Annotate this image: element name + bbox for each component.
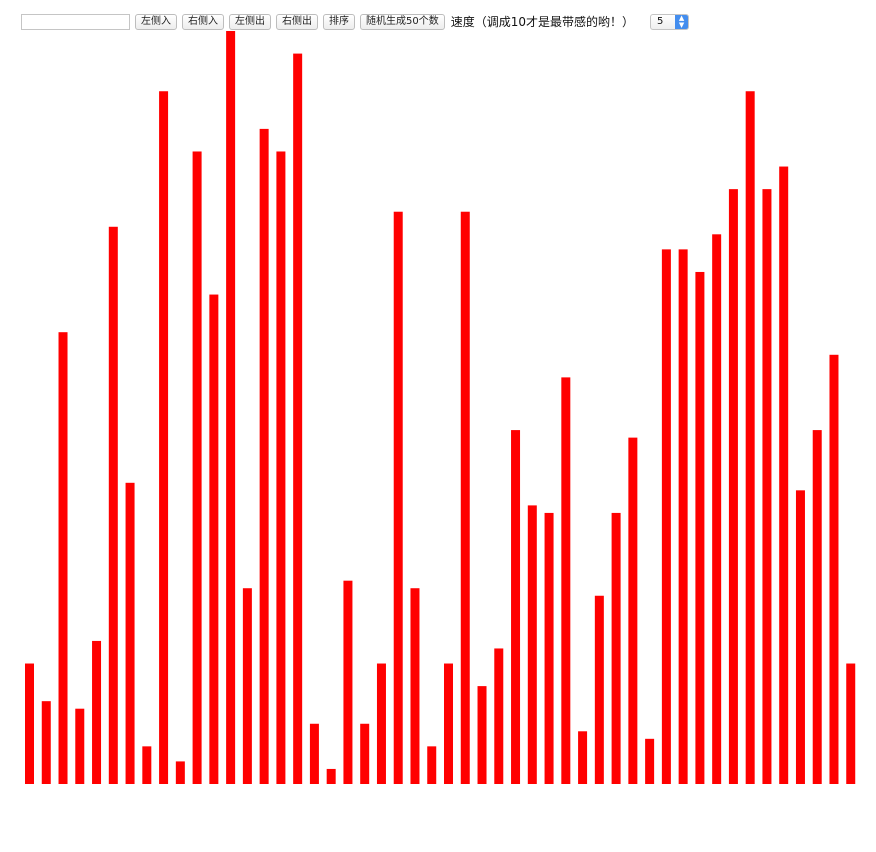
bar-37 — [628, 437, 638, 784]
bar-48 — [812, 430, 822, 784]
bar-27 — [460, 211, 470, 785]
bar-11 — [192, 151, 202, 785]
bar-2 — [41, 701, 51, 784]
bar-1 — [25, 663, 34, 784]
bar-47 — [795, 490, 805, 784]
bar-7 — [125, 482, 135, 784]
bar-25 — [427, 746, 437, 784]
bar-38 — [645, 738, 655, 784]
left-out-button[interactable]: 左侧出 — [229, 14, 271, 30]
bar-18 — [309, 723, 319, 784]
bar-36 — [611, 512, 621, 784]
bar-22 — [376, 663, 386, 784]
bar-30 — [511, 430, 521, 784]
bar-19 — [326, 768, 336, 784]
speed-select[interactable]: 5 ▲ ▼ — [650, 14, 690, 30]
speed-label: 速度（调成10才是最带感的哟！） — [450, 15, 635, 29]
bar-4 — [75, 708, 85, 784]
bar-46 — [779, 166, 789, 785]
bar-44 — [745, 91, 755, 785]
bar-23 — [393, 211, 403, 785]
bar-33 — [561, 377, 571, 784]
bar-39 — [661, 249, 671, 784]
right-out-button[interactable]: 右侧出 — [276, 14, 318, 30]
bar-15 — [259, 128, 269, 784]
controls-toolbar: 左侧入 右侧入 左侧出 右侧出 排序 随机生成50个数 速度（调成10才是最带感… — [21, 13, 690, 31]
bar-8 — [142, 746, 152, 784]
bar-16 — [276, 151, 286, 785]
right-in-button[interactable]: 右侧入 — [182, 14, 224, 30]
left-in-button[interactable]: 左侧入 — [135, 14, 177, 30]
bar-50 — [846, 663, 856, 784]
bar-35 — [594, 595, 604, 784]
bar-28 — [477, 686, 487, 784]
bar-12 — [209, 294, 219, 784]
bar-5 — [92, 640, 102, 784]
bar-42 — [712, 234, 722, 784]
bar-43 — [728, 189, 738, 784]
number-input[interactable] — [21, 14, 130, 30]
bar-14 — [242, 588, 252, 784]
bar-17 — [293, 53, 303, 784]
bar-21 — [360, 723, 370, 784]
bar-26 — [444, 663, 453, 784]
bar-49 — [829, 354, 839, 784]
bar-24 — [410, 588, 420, 784]
bar-29 — [494, 648, 504, 784]
select-arrows-icon: ▲ ▼ — [675, 15, 689, 29]
generate-random-button[interactable]: 随机生成50个数 — [360, 14, 445, 30]
bar-45 — [762, 189, 772, 784]
bar-13 — [226, 31, 236, 784]
bar-20 — [343, 580, 353, 784]
bar-40 — [678, 249, 688, 784]
bar-41 — [695, 271, 705, 785]
bar-10 — [175, 761, 185, 784]
bar-6 — [108, 226, 118, 784]
bar-9 — [159, 91, 169, 785]
bar-3 — [58, 332, 68, 784]
bar-34 — [578, 731, 588, 784]
bar-32 — [544, 512, 554, 784]
bar-31 — [527, 505, 537, 784]
speed-value: 5 — [657, 16, 664, 27]
sort-button[interactable]: 排序 — [323, 14, 355, 30]
